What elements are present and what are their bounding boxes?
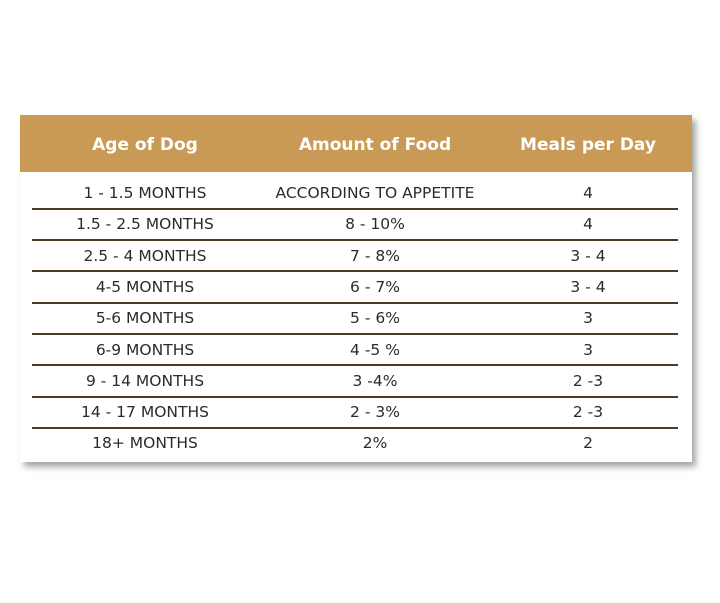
table-cell: 1.5 - 2.5 MONTHS bbox=[76, 215, 214, 234]
table-cell: 14 - 17 MONTHS bbox=[81, 403, 209, 422]
table-cell: 1 - 1.5 MONTHS bbox=[83, 184, 207, 202]
table-cell: 3 - 4 bbox=[570, 246, 606, 265]
table-cell: 2 -3 bbox=[572, 371, 604, 390]
table-cell: 3 bbox=[583, 309, 593, 328]
table-cell: 3 - 4 bbox=[570, 277, 606, 296]
table-cell: 5 - 6% bbox=[350, 309, 400, 328]
row-separator bbox=[32, 207, 678, 210]
table-cell: 2.5 - 4 MONTHS bbox=[83, 246, 207, 265]
row-separator bbox=[32, 239, 678, 242]
table-cell: 3 -4% bbox=[352, 371, 398, 390]
row-separator bbox=[32, 395, 678, 398]
table-cell: 4 bbox=[583, 184, 593, 202]
table-cell: 4-5 MONTHS bbox=[95, 277, 195, 296]
table-cell: 5-6 MONTHS bbox=[95, 309, 195, 328]
table-cell: 4 -5 % bbox=[350, 340, 400, 359]
table-cell: 2 - 3% bbox=[350, 403, 400, 422]
table-cell: 9 - 14 MONTHS bbox=[85, 371, 205, 390]
row-separator bbox=[32, 270, 678, 273]
header-cell: Age of Dog bbox=[92, 135, 198, 155]
table-cell: 3 bbox=[583, 340, 593, 359]
table-cell: 4 bbox=[583, 215, 593, 234]
header-cell: Amount of Food bbox=[298, 135, 452, 155]
table-cell: 2% bbox=[362, 434, 388, 453]
table-cell: 6 - 7% bbox=[350, 277, 400, 296]
table-cell: 2 -3 bbox=[572, 403, 604, 422]
table-cell: 8 - 10% bbox=[345, 215, 405, 234]
table-cell: 18+ MONTHS bbox=[92, 434, 198, 453]
table-cell: 6-9 MONTHS bbox=[95, 340, 195, 359]
row-separator bbox=[32, 333, 678, 335]
header-cell: Meals per Day bbox=[520, 135, 656, 155]
table-cell: 7 - 8% bbox=[350, 246, 400, 265]
table-cell: ACCORDING TO APPETITE bbox=[275, 184, 475, 202]
table-card: Age of Dog Amount of Food Meals per Day 1 … bbox=[20, 115, 692, 462]
table-cell: 2 bbox=[583, 434, 593, 453]
row-separator bbox=[32, 364, 678, 367]
row-separator bbox=[32, 426, 678, 429]
row-separator bbox=[32, 301, 678, 304]
table-header: Age of Dog Amount of Food Meals per Day bbox=[20, 115, 692, 172]
